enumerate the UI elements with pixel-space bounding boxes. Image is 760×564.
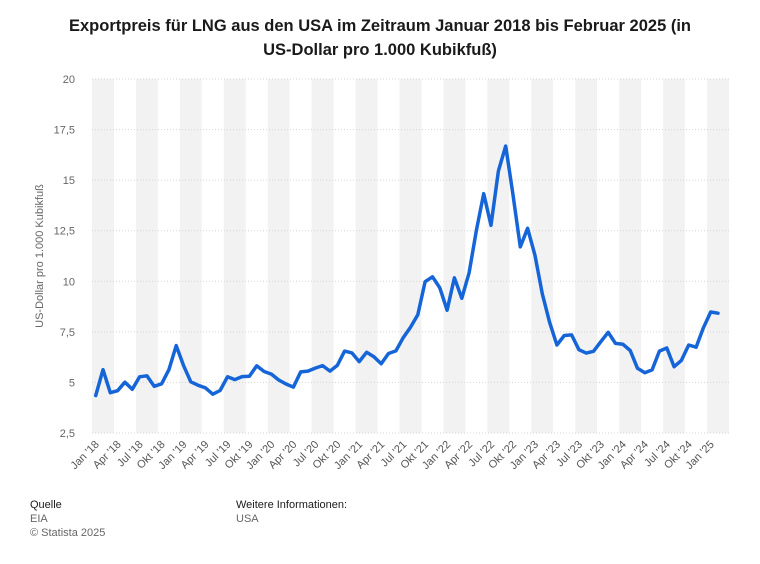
y-tick-label: 10 xyxy=(63,276,75,288)
plot-band xyxy=(377,79,400,433)
y-tick-label: 17,5 xyxy=(54,125,75,137)
plot-band xyxy=(465,79,488,433)
plot-band xyxy=(663,79,686,433)
plot-band xyxy=(289,79,312,433)
y-tick-label: 15 xyxy=(63,175,75,187)
plot-band xyxy=(223,79,246,433)
copyright-text: © Statista 2025 xyxy=(30,527,106,539)
plot-band xyxy=(179,79,202,433)
plot-band xyxy=(619,79,642,433)
plot-band xyxy=(707,79,729,433)
source-block: Quelle EIA © Statista 2025 xyxy=(30,498,105,540)
chart-title-line-2: US-Dollar pro 1.000 Kubikfuß) xyxy=(263,41,497,59)
y-tick-label: 12,5 xyxy=(54,226,75,238)
plot-band xyxy=(355,79,378,433)
plot-band xyxy=(597,79,620,433)
plot-band xyxy=(509,79,532,433)
plot-band xyxy=(685,79,708,433)
y-tick-label: 7,5 xyxy=(60,327,75,339)
y-tick-label: 5 xyxy=(69,377,75,389)
plot-band xyxy=(311,79,334,433)
plot-band xyxy=(531,79,554,433)
plot-band xyxy=(575,79,598,433)
plot-band xyxy=(333,79,356,433)
plot-band xyxy=(553,79,576,433)
data-line xyxy=(93,144,720,398)
plot-band xyxy=(135,79,158,433)
info-region: USA xyxy=(236,513,259,525)
y-tick-label: 20 xyxy=(63,74,75,86)
plot-band xyxy=(443,79,466,433)
source-name: EIA xyxy=(30,513,48,525)
plot-band xyxy=(92,79,114,433)
source-heading: Quelle xyxy=(30,499,62,511)
plot-band xyxy=(487,79,510,433)
plot-band xyxy=(641,79,664,433)
plot-band xyxy=(157,79,180,433)
chart-title-line-1: Exportpreis für LNG aus den USA im Zeitr… xyxy=(69,17,691,35)
info-heading: Weitere Informationen: xyxy=(236,499,348,511)
plot-band xyxy=(245,79,268,433)
plot-band xyxy=(201,79,224,433)
plot-band xyxy=(113,79,136,433)
y-tick-label: 2,5 xyxy=(60,428,75,440)
plot-band xyxy=(421,79,444,433)
y-axis-title: US-Dollar pro 1.000 Kubikfuß xyxy=(34,184,46,328)
chart-title: Exportpreis für LNG aus den USA im Zeitr… xyxy=(40,14,720,62)
plot-band xyxy=(267,79,290,433)
info-block: Weitere Informationen: USA xyxy=(236,498,347,526)
plot-band xyxy=(399,79,422,433)
